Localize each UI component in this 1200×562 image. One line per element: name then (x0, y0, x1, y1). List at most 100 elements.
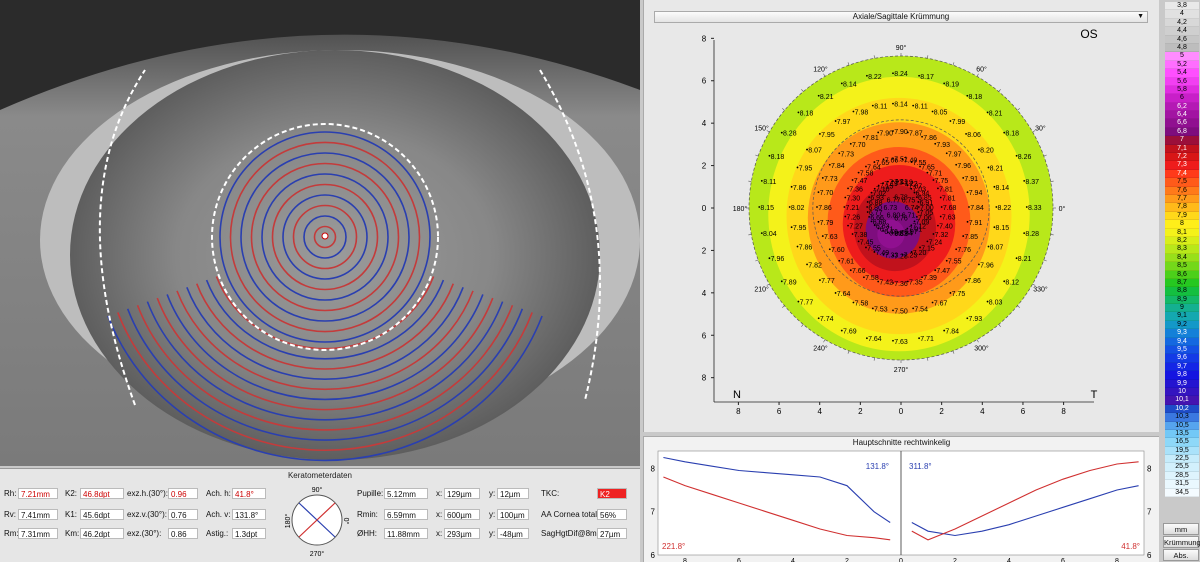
keratometer-panel: Keratometerdaten Rh: 7.21mm Rv: 7.41mm Rm: 7.… (0, 468, 640, 562)
scale-cell: 28,5 (1165, 471, 1199, 481)
map-value: 7.20 (913, 250, 927, 257)
map-y-tick: 6 (702, 77, 707, 86)
map-value: 7.53 (874, 306, 888, 313)
kerato-label: Ach. v: (206, 510, 231, 519)
unit-mm-button[interactable]: mm (1163, 523, 1199, 535)
map-value: 7.97 (837, 119, 851, 126)
map-value: 7.90 (894, 129, 908, 136)
map-value: 8.28 (1025, 231, 1039, 238)
map-value: 7.99 (952, 119, 966, 126)
red-left-label: 221.8° (662, 542, 685, 551)
kerato-value: 46.8dpt (80, 488, 124, 499)
map-value: 7.26 (846, 214, 860, 221)
map-value: 7.45 (860, 239, 874, 246)
map-value: 7.64 (868, 336, 882, 343)
kerato-label: x: (436, 529, 443, 538)
map-value: 7.94 (969, 190, 983, 197)
map-value: 7.66 (885, 157, 899, 164)
kerato-value: 45.6dpt (80, 509, 124, 520)
kerato-label: exz.(30°): (127, 529, 162, 538)
scale-cell: 6 (1165, 94, 1199, 103)
map-value: 7.69 (843, 329, 857, 336)
map-value: 6.71 (902, 213, 916, 220)
scale-cell: 7,2 (1165, 153, 1199, 162)
kerato-value: 7.31mm (18, 528, 58, 539)
map-value: 7.21 (894, 179, 908, 186)
scale-cell: 7,9 (1165, 211, 1199, 221)
map-value: 7.64 (867, 165, 881, 172)
map-value: 7.32 (935, 232, 949, 239)
curvature-map: 8 6 4 2 0 2 4 6 8 8 6 4 2 0 2 4 6 8 90° 60° 30° 0° 330° 300° 270… (702, 27, 1098, 416)
kerato-label: SagHgtDif@8mm: (541, 529, 606, 538)
kerato-label: K2: (65, 489, 78, 498)
map-value: 7.73 (824, 176, 838, 183)
map-value: 8.12 (1005, 279, 1019, 286)
scale-cell: 8,6 (1165, 270, 1199, 279)
map-value: 7.74 (820, 316, 834, 323)
map-value: 7.86 (799, 245, 813, 252)
map-value: 8.17 (920, 74, 934, 81)
kerato-label: Rv: (4, 510, 16, 519)
map-x-tick: 8 (1061, 407, 1066, 416)
map-x-tick: 8 (736, 407, 741, 416)
kerato-value: 1.3dpt (232, 528, 266, 539)
scale-cell: 9 (1165, 304, 1199, 313)
map-value: 6.68 (873, 219, 887, 226)
map-angle-label: 90° (896, 44, 907, 52)
map-y-tick: 8 (702, 374, 707, 383)
map-value: 7.79 (820, 220, 834, 227)
map-value: 6.88 (869, 200, 883, 207)
map-type-dropdown[interactable]: Axiale/Sagittale Krümmung ▼ (654, 11, 1148, 23)
map-value: 7.23 (904, 253, 918, 260)
curvature-mode-button[interactable]: Krümmung (1163, 536, 1200, 548)
map-value: 6.97 (904, 229, 918, 236)
scale-cell: 22,5 (1165, 455, 1199, 464)
map-value: 7.85 (964, 234, 978, 241)
placido-ring (126, 308, 524, 441)
map-value: 7.21 (889, 180, 903, 187)
map-value: 8.11 (915, 104, 928, 111)
placido-ring (240, 152, 410, 322)
kerato-value: 129µm (444, 488, 480, 499)
scale-cell: 9,7 (1165, 362, 1199, 372)
map-value: 7.15 (921, 245, 935, 252)
blue-right-label: 311.8° (909, 462, 932, 471)
kerato-label: ØHH: (357, 529, 377, 538)
map-value: 7.77 (821, 278, 835, 285)
map-value: 7.75 (935, 178, 949, 185)
placido-ring (250, 162, 400, 312)
profile-y-tick-right: 7 (1147, 508, 1152, 517)
scale-cell: 13,5 (1165, 429, 1199, 439)
map-x-tick: 0 (899, 407, 904, 416)
placido-ring (136, 304, 514, 431)
map-type-label: Axiale/Sagittale Krümmung (852, 12, 950, 21)
map-value: 8.22 (998, 205, 1012, 212)
scale-cell: 10 (1165, 387, 1199, 397)
map-value: 7.35 (909, 280, 923, 287)
map-value: 6.63 (876, 223, 890, 230)
map-value: 7.91 (964, 176, 978, 183)
scale-cell: 9,5 (1165, 346, 1199, 355)
map-value: 6.76 (894, 216, 908, 223)
map-value: 8.11 (874, 104, 887, 111)
map-value: 7.89 (783, 279, 797, 286)
map-value: 7.86 (793, 185, 807, 192)
map-angle-label: 120° (813, 66, 828, 74)
kerato-label: TKC: (541, 489, 560, 498)
scale-cell: 7,8 (1165, 203, 1199, 212)
scale-cell: 8,8 (1165, 287, 1199, 296)
map-value: 8.21 (820, 94, 834, 101)
map-value: 8.15 (996, 225, 1010, 232)
dial-top-label: 90° (312, 486, 323, 494)
scale-cell: 16,5 (1165, 438, 1199, 447)
map-value: 8.11 (763, 179, 776, 186)
kerato-label: y: (489, 529, 496, 538)
map-value: 7.96 (957, 163, 971, 170)
profile-y-tick: 6 (651, 551, 656, 560)
scale-cell: 4,2 (1165, 18, 1199, 28)
map-value: 7.50 (894, 308, 908, 315)
map-x-tick: 6 (1021, 407, 1026, 416)
absolute-scale-button[interactable]: Abs. (1163, 549, 1199, 561)
profile-y-tick: 7 (651, 508, 656, 517)
map-angle-label: 240° (813, 344, 828, 352)
